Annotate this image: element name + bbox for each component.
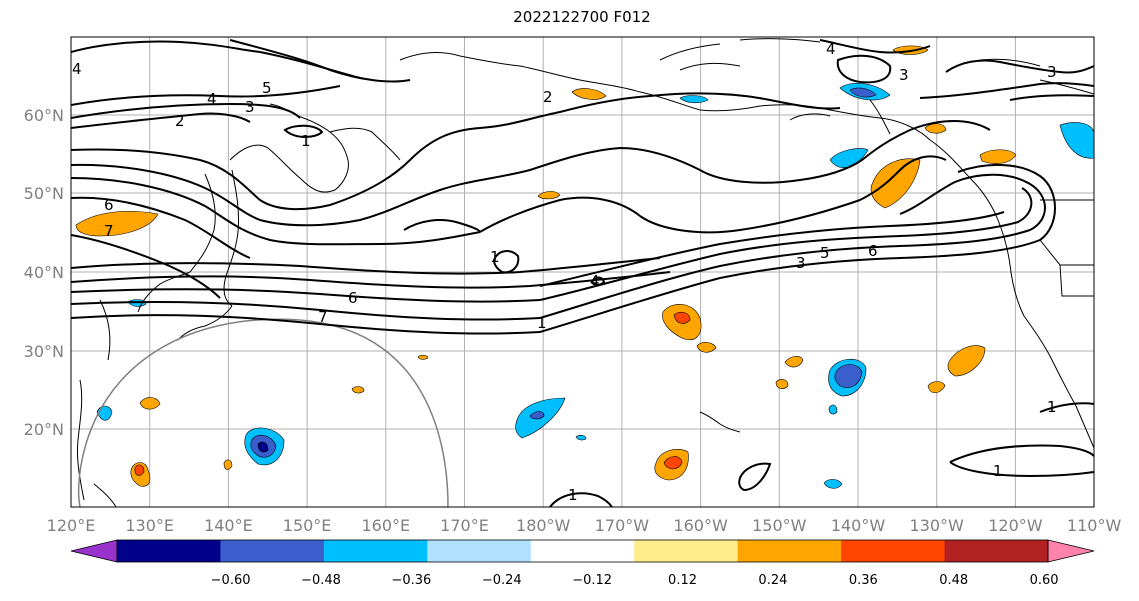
contour-label: 1	[537, 314, 547, 332]
longitude-labels: 120°E 130°E 140°E 150°E 160°E 170°E 180°W 170°W…	[47, 516, 1122, 535]
lon-label: 140°E	[204, 516, 253, 535]
lon-label: 120°E	[47, 516, 96, 535]
contour-label: 1	[1047, 398, 1057, 416]
colorbar-tick-label: 0.12	[668, 573, 697, 588]
lon-label: 120°W	[988, 516, 1043, 535]
colorbar-segment	[117, 540, 221, 562]
contour-label: 1	[993, 462, 1003, 480]
lon-label: 160°E	[361, 516, 410, 535]
lon-label: 160°W	[673, 516, 728, 535]
contour-label: 5	[262, 79, 272, 97]
colorbar-tick-label: 0.48	[939, 573, 968, 588]
colorbar-tick-label: 0.60	[1030, 573, 1059, 588]
colorbar-tick-label: −0.48	[301, 573, 341, 588]
lat-label: 50°N	[24, 184, 64, 203]
colorbar-tick-label: 0.36	[849, 573, 878, 588]
contour-label: 1	[490, 248, 500, 266]
lon-label: 130°E	[125, 516, 174, 535]
contour-label: 3	[796, 254, 806, 272]
contour-label: 3	[899, 66, 909, 84]
lat-label: 40°N	[24, 263, 64, 282]
colorbar-tick-label: −0.60	[211, 573, 251, 588]
lon-label: 140°W	[831, 516, 886, 535]
lat-label: 60°N	[24, 106, 64, 125]
colorbar-tick-label: −0.36	[391, 573, 431, 588]
contour-label: 5	[820, 244, 830, 262]
contour-lines	[71, 39, 1094, 507]
contour-label: 7	[318, 308, 328, 326]
map-title: 2022122700 F012	[513, 8, 651, 26]
latitude-labels: 60°N 50°N 40°N 30°N 20°N	[24, 106, 64, 439]
contour-label: 1	[568, 486, 578, 504]
contour-label: 6	[104, 196, 114, 214]
colorbar-segment	[323, 540, 428, 562]
contour-label: 4	[826, 40, 836, 58]
lon-label: 150°E	[283, 516, 332, 535]
contour-label: 1	[301, 132, 311, 150]
contour-label: 7	[104, 222, 114, 240]
contour-label: 4	[207, 90, 217, 108]
map-border	[70, 36, 1095, 508]
contour-label: 2	[543, 88, 553, 106]
contour-label: 6	[868, 242, 878, 260]
contour-label: 3	[245, 98, 255, 116]
contour-labels: 4 5 4 3 2 1 2 4 3 3 6 7 1 6 7 5 3 6 4 1 …	[72, 40, 1057, 504]
colorbar-segment	[530, 540, 635, 562]
positive-anomaly-shading	[75, 45, 1017, 487]
colorbar-segment	[220, 540, 325, 562]
colorbar-extension-low	[70, 539, 118, 563]
contour-label: 6	[348, 289, 358, 307]
lon-label: 170°E	[440, 516, 489, 535]
colorbar-tick-label: −0.24	[482, 573, 522, 588]
colorbar-extension-high	[1047, 539, 1095, 563]
colorbar-segment	[634, 540, 739, 562]
contour-label: 4	[590, 272, 600, 290]
colorbar-tick-label: −0.12	[572, 573, 612, 588]
lon-label: 150°W	[752, 516, 807, 535]
lon-label: 110°W	[1067, 516, 1122, 535]
contour-label: 2	[175, 112, 185, 130]
contour-label: 3	[1047, 63, 1057, 81]
colorbar: −0.60 −0.48 −0.36 −0.24 −0.12 0.12 0.24 0.36 0.4…	[70, 539, 1095, 588]
contour-label: 4	[72, 60, 82, 78]
colorbar-outline	[116, 539, 1049, 563]
colorbar-segment	[841, 540, 946, 562]
lat-label: 20°N	[24, 420, 64, 439]
lon-label: 170°W	[595, 516, 650, 535]
colorbar-tick-label: 0.24	[758, 573, 787, 588]
lon-label: 180°W	[516, 516, 571, 535]
lat-label: 30°N	[24, 342, 64, 361]
colorbar-segment	[944, 540, 1049, 562]
negative-anomaly-shading	[96, 82, 1094, 489]
range-circle	[77, 318, 449, 507]
colorbar-segment	[427, 540, 532, 562]
colorbar-segment	[737, 540, 842, 562]
lon-label: 130°W	[910, 516, 965, 535]
